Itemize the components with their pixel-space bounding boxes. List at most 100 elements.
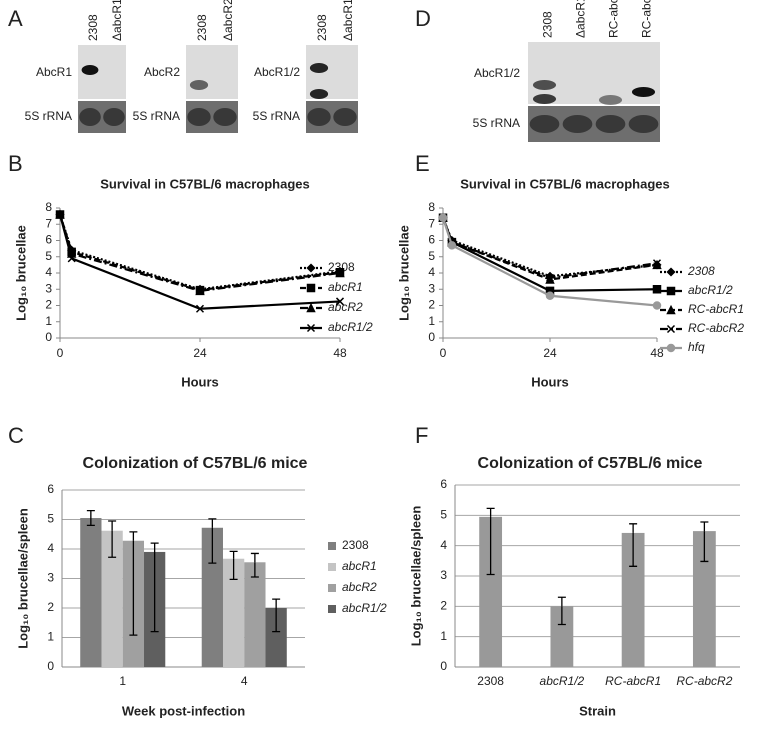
row-label: 5S rRNA	[473, 116, 520, 130]
rna-band	[309, 89, 329, 99]
row-label: AbcR1/2	[254, 65, 300, 79]
error-bar-minus	[208, 527, 217, 564]
lane-label: RC-abcR2	[640, 0, 654, 38]
x-tick-label: 24	[193, 346, 207, 360]
y-tick-label: 4	[428, 265, 435, 279]
legend-label: RC-abcR1	[688, 302, 744, 316]
lane-label: 2308	[195, 14, 209, 41]
marker	[335, 267, 345, 278]
y-tick-label: 6	[47, 482, 54, 496]
marker	[67, 254, 76, 263]
marker	[652, 259, 662, 268]
error-bar-plus	[629, 523, 638, 533]
error-bar-minus	[150, 551, 159, 633]
marker	[666, 304, 676, 315]
y-tick-label: 0	[428, 330, 435, 344]
bar	[265, 608, 287, 667]
panel-label: E	[415, 151, 430, 176]
rrna-band	[562, 115, 593, 133]
legend-label: abcR1/2	[688, 283, 733, 297]
rrna-band	[79, 108, 101, 126]
lane-label: RC-abcR1	[607, 0, 621, 38]
bar	[479, 516, 503, 667]
error-bar-plus	[129, 531, 138, 541]
bar	[550, 606, 574, 667]
y-axis-label: Log₁₀ brucellae/spleen	[408, 506, 423, 647]
rna-band	[598, 95, 623, 105]
bar	[101, 530, 123, 667]
y-tick-label: 1	[440, 629, 447, 643]
chart-title: Colonization of C57BL/6 mice	[478, 455, 703, 472]
x-tick-label: 48	[650, 346, 664, 360]
marker	[306, 302, 316, 313]
y-tick-label: 0	[47, 659, 54, 673]
marker	[306, 283, 316, 293]
y-tick-label: 6	[45, 233, 52, 247]
row-label: 5S rRNA	[25, 109, 72, 123]
error-bar-minus	[700, 531, 709, 563]
rrna-band	[213, 108, 237, 126]
y-axis-label: Log₁₀ brucellae	[396, 225, 411, 321]
x-tick-label: 1	[119, 674, 126, 688]
panel-label: B	[8, 151, 23, 176]
x-axis-label: Hours	[181, 374, 219, 389]
marker	[545, 291, 555, 300]
bar	[222, 558, 245, 667]
x-tick-label: 2308	[477, 674, 504, 688]
row-label: AbcR1	[36, 65, 72, 79]
rrna-band	[333, 108, 357, 126]
error-bar-minus	[86, 518, 95, 527]
y-axis-label: Log₁₀ brucellae	[13, 225, 28, 321]
marker	[438, 213, 448, 222]
rna-band	[631, 87, 656, 97]
error-bar-plus	[86, 510, 95, 519]
error-bar-minus	[272, 608, 281, 633]
bar	[80, 518, 102, 667]
y-tick-label: 5	[45, 249, 52, 263]
y-tick-label: 3	[45, 281, 52, 295]
y-tick-label: 5	[428, 249, 435, 263]
y-tick-label: 5	[47, 512, 54, 526]
legend-label: abcR1/2	[342, 601, 387, 615]
y-tick-label: 1	[47, 630, 54, 644]
series-line	[58, 214, 341, 310]
row-label: 5S rRNA	[253, 109, 300, 123]
x-tick-label: RC-abcR2	[676, 674, 732, 688]
panel-label: D	[415, 6, 431, 31]
x-tick-label: 48	[333, 346, 347, 360]
y-tick-label: 7	[428, 216, 435, 230]
panel-label: A	[8, 6, 23, 31]
rna-band	[309, 63, 329, 73]
error-bar-minus	[557, 606, 566, 626]
y-tick-label: 5	[440, 508, 447, 522]
lane-label: 2308	[315, 14, 329, 41]
y-tick-label: 1	[428, 314, 435, 328]
series-line	[58, 214, 341, 292]
error-bar-plus	[700, 521, 709, 532]
lane-label: ΔabcR2	[221, 0, 235, 41]
legend-label: abcR1	[342, 559, 377, 573]
chart-title: Colonization of C57BL/6 mice	[83, 455, 308, 472]
panel-label: F	[415, 423, 428, 448]
rna-band	[189, 80, 209, 90]
marker	[652, 285, 662, 294]
y-tick-label: 0	[440, 659, 447, 673]
y-tick-label: 8	[45, 200, 52, 214]
error-bar-minus	[250, 562, 259, 578]
error-bar-plus	[150, 542, 159, 552]
x-tick-label: abcR1/2	[540, 674, 585, 688]
error-bar-minus	[229, 558, 238, 581]
y-tick-label: 2	[47, 600, 54, 614]
marker	[545, 273, 555, 282]
y-tick-label: 3	[47, 571, 54, 585]
rrna-band	[187, 108, 211, 126]
rrna-band	[595, 115, 626, 133]
marker	[666, 267, 676, 277]
y-tick-label: 6	[428, 233, 435, 247]
x-tick-label: 0	[57, 346, 64, 360]
bar	[244, 562, 266, 667]
x-axis-label: Hours	[531, 374, 569, 389]
row-label: AbcR1/2	[474, 66, 520, 80]
x-tick-label: 24	[543, 346, 557, 360]
